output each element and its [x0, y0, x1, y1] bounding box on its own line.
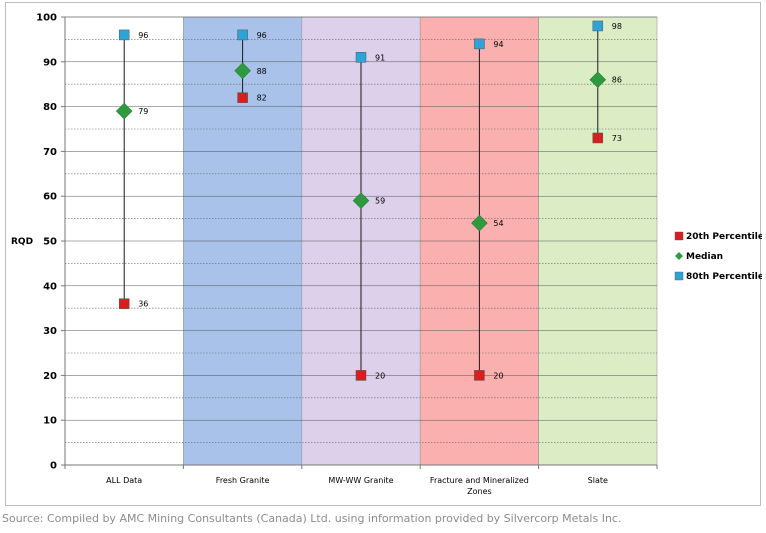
y-tick-label: 100: [36, 13, 57, 24]
20th-percentile-data-label: 20: [375, 371, 385, 380]
legend-median-label: Median: [686, 252, 723, 262]
y-tick-label: 70: [43, 147, 57, 158]
x-category-label: ALL Data: [106, 476, 142, 485]
80th-percentile-marker: [474, 38, 485, 50]
80th-percentile-data-label: 96: [257, 31, 267, 40]
x-category-label: Slate: [588, 476, 608, 485]
legend-20th-percentile-swatch: [674, 231, 684, 241]
x-category-label: Fresh Granite: [216, 476, 270, 485]
20th-percentile-data-label: 36: [138, 300, 148, 309]
y-tick-label: 10: [43, 416, 57, 427]
80th-percentile-marker: [355, 52, 367, 63]
y-axis-title: RQD: [11, 237, 33, 247]
x-category-label: MW-WW Granite: [328, 476, 393, 485]
80th-percentile-marker: [118, 29, 130, 41]
median-data-label: 88: [257, 67, 267, 76]
y-tick-label: 20: [43, 371, 57, 382]
y-tick-label: 80: [43, 102, 57, 113]
20th-percentile-marker: [592, 132, 604, 144]
80th-percentile-data-label: 91: [375, 53, 385, 62]
20th-percentile-data-label: 20: [493, 371, 503, 380]
legend-20th-percentile-label: 20th Percentile: [686, 232, 762, 242]
80th-percentile-marker: [237, 29, 248, 41]
median-data-label: 59: [375, 197, 385, 206]
20th-percentile-marker: [118, 298, 130, 309]
80th-percentile-data-label: 98: [612, 22, 622, 31]
y-tick-label: 0: [50, 461, 57, 472]
source-caption: Source: Compiled by AMC Mining Consultan…: [2, 512, 622, 525]
median-marker: [115, 102, 133, 120]
y-tick-label: 50: [43, 237, 57, 248]
legend-median-swatch: [675, 252, 683, 260]
legend-80th-percentile-swatch: [674, 271, 684, 281]
y-tick-label: 40: [43, 281, 57, 292]
20th-percentile-data-label: 82: [257, 94, 267, 103]
median-data-label: 86: [612, 76, 622, 85]
80th-percentile-data-label: 94: [493, 40, 503, 49]
median-marker: [589, 71, 607, 89]
y-tick-label: 90: [43, 57, 57, 68]
y-tick-label: 30: [43, 326, 57, 337]
median-marker: [471, 214, 488, 232]
chart-frame: 0 10 20 30 40 50 60 70 80 90 100 ALL Data Fresh Gran…: [5, 2, 762, 506]
median-marker: [234, 62, 251, 80]
20th-percentile-data-label: 73: [612, 134, 622, 143]
80th-percentile-marker: [592, 20, 604, 32]
median-data-label: 79: [138, 107, 148, 116]
20th-percentile-marker: [237, 92, 248, 103]
y-tick-label: 60: [43, 192, 57, 203]
x-category-label-line2: Zones: [467, 487, 492, 496]
20th-percentile-marker: [474, 370, 485, 381]
20th-percentile-marker: [355, 370, 367, 381]
80th-percentile-data-label: 96: [138, 31, 148, 40]
median-data-label: 54: [493, 219, 503, 228]
legend-80th-percentile-label: 80th Percentile: [686, 272, 762, 282]
rqd-chart: 0 10 20 30 40 50 60 70 80 90 100 ALL Data Fresh Gran…: [11, 13, 762, 497]
median-marker: [352, 192, 370, 210]
x-category-label: Fracture and Mineralized: [430, 476, 529, 485]
